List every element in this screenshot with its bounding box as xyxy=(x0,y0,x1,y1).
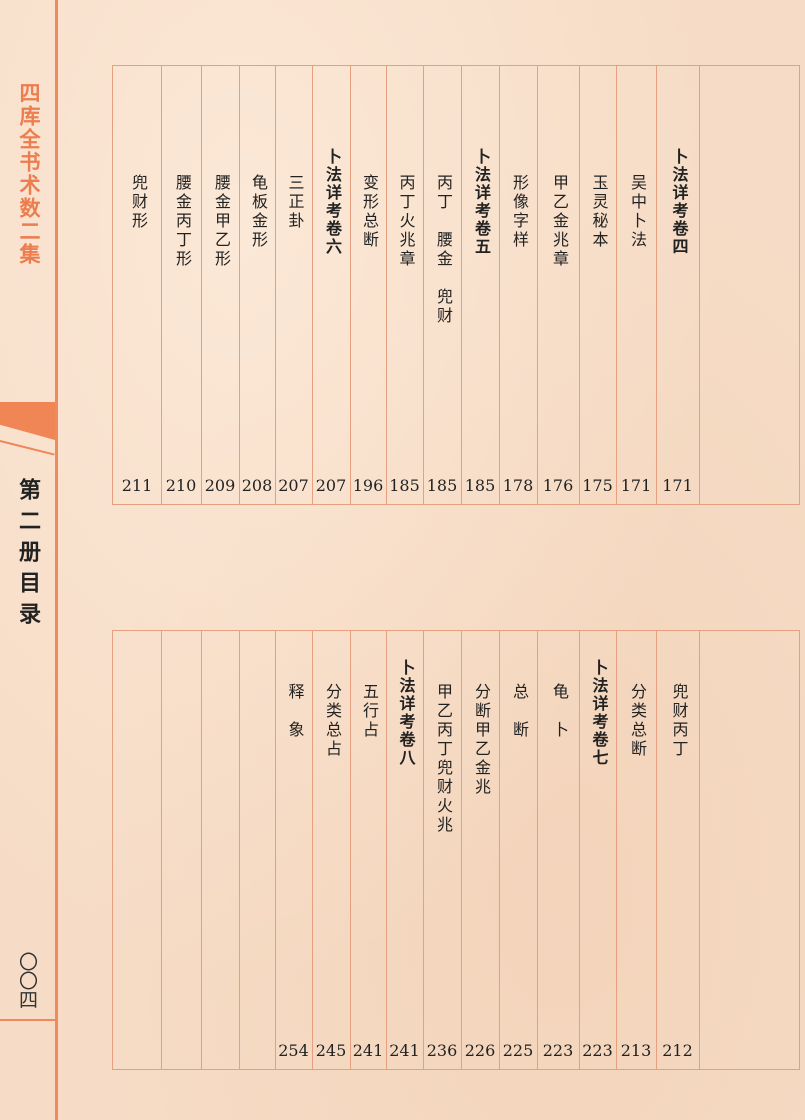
toc-entry[interactable]: 腰金甲乙形 xyxy=(212,174,231,269)
toc-page-number: 185 xyxy=(464,476,496,495)
toc-entry[interactable]: 甲乙金兆章 xyxy=(550,174,569,269)
toc-page-number: 175 xyxy=(582,476,613,495)
toc-page-number: 178 xyxy=(502,476,534,495)
column-rule xyxy=(201,631,202,1069)
toc-entry[interactable]: 五行占 xyxy=(360,683,379,740)
column-rule xyxy=(275,66,276,504)
toc-page-number: 241 xyxy=(389,1041,420,1060)
column-rule xyxy=(350,631,351,1069)
toc-entry[interactable]: 龟板金形 xyxy=(249,174,268,250)
toc-entry[interactable]: 分类总断 xyxy=(628,683,647,759)
toc-page-number: 236 xyxy=(426,1041,458,1060)
toc-page-number: 223 xyxy=(582,1041,613,1060)
column-rule xyxy=(656,631,657,1069)
toc-page-number: 207 xyxy=(315,476,347,495)
column-rule xyxy=(461,66,462,504)
toc-page-number: 171 xyxy=(620,476,652,495)
toc-entry[interactable]: 玉灵秘本 xyxy=(589,174,609,250)
column-rule xyxy=(350,66,351,504)
toc-page-number: 213 xyxy=(620,1041,652,1060)
column-rule xyxy=(239,66,240,504)
volume-title: 第二册目录 xyxy=(15,478,41,633)
toc-entry[interactable]: 甲乙丙丁兜财火兆 xyxy=(434,683,453,835)
column-rule xyxy=(201,66,202,504)
toc-entry[interactable]: 丙丁 腰金 兜财 xyxy=(434,174,453,326)
toc-page-number: 207 xyxy=(278,476,309,495)
toc-entry[interactable]: 龟 卜 xyxy=(550,683,569,740)
column-rule xyxy=(423,66,424,504)
toc-entry[interactable]: 分断甲乙金兆 xyxy=(472,683,491,797)
toc-entry[interactable]: 三正卦 xyxy=(285,174,305,231)
toc-page-number: 176 xyxy=(542,476,574,495)
toc-section-heading[interactable]: 卜法详考卷四 xyxy=(669,148,689,256)
toc-table-bottom: 兜财丙丁 212 分类总断 213 卜法详考卷七 223 龟 卜 223 总 断 225 分断甲乙金… xyxy=(112,630,800,1070)
column-rule xyxy=(386,66,387,504)
toc-entry[interactable]: 吴中卜法 xyxy=(628,174,647,250)
page-number-rule xyxy=(0,1019,55,1021)
toc-entry[interactable]: 变形总断 xyxy=(360,174,379,250)
column-rule xyxy=(656,66,657,504)
column-rule xyxy=(161,631,162,1069)
series-title: 四库全书术数二集 xyxy=(17,82,42,266)
toc-section-heading[interactable]: 卜法详考卷五 xyxy=(472,148,491,256)
column-rule xyxy=(499,66,500,504)
toc-entry[interactable]: 腰金丙丁形 xyxy=(173,174,192,269)
column-rule xyxy=(616,631,617,1069)
toc-page-number: 212 xyxy=(662,1041,693,1060)
toc-page-number: 208 xyxy=(241,476,273,495)
toc-entry[interactable]: 释 象 xyxy=(285,683,305,740)
column-rule xyxy=(275,631,276,1069)
toc-entry[interactable]: 分类总占 xyxy=(323,683,342,759)
toc-page-number: 185 xyxy=(426,476,458,495)
toc-page-number: 185 xyxy=(389,476,420,495)
toc-page-number: 171 xyxy=(662,476,693,495)
toc-section-heading[interactable]: 卜法详考卷六 xyxy=(323,148,342,256)
sidebar-band xyxy=(0,402,55,440)
column-rule xyxy=(161,66,162,504)
column-rule xyxy=(461,631,462,1069)
column-rule xyxy=(499,631,500,1069)
column-rule xyxy=(616,66,617,504)
toc-page-number: 254 xyxy=(278,1041,309,1060)
toc-page-number: 245 xyxy=(315,1041,347,1060)
toc-entry[interactable]: 兜财丙丁 xyxy=(669,683,689,759)
column-rule xyxy=(386,631,387,1069)
toc-page-number: 241 xyxy=(352,1041,384,1060)
toc-page-number: 209 xyxy=(204,476,236,495)
toc-entry[interactable]: 兜财形 xyxy=(129,174,148,231)
toc-entry[interactable]: 总 断 xyxy=(510,683,529,740)
column-rule xyxy=(312,631,313,1069)
column-rule xyxy=(579,631,580,1069)
column-rule xyxy=(537,66,538,504)
toc-page-number: 225 xyxy=(502,1041,534,1060)
toc-page-number: 210 xyxy=(165,476,197,495)
toc-page-number: 196 xyxy=(352,476,384,495)
toc-page-number: 223 xyxy=(542,1041,574,1060)
sidebar-band-line xyxy=(0,440,55,456)
toc-table-top: 卜法详考卷四 171 吴中卜法 171 玉灵秘本 175 甲乙金兆章 176 形像字样 178 卜法… xyxy=(112,65,800,505)
column-rule xyxy=(537,631,538,1069)
sidebar-rule xyxy=(55,0,58,1120)
column-rule xyxy=(423,631,424,1069)
column-rule xyxy=(239,631,240,1069)
toc-section-heading[interactable]: 卜法详考卷八 xyxy=(396,659,416,767)
toc-page-number: 226 xyxy=(464,1041,496,1060)
column-rule xyxy=(579,66,580,504)
toc-entry[interactable]: 丙丁火兆章 xyxy=(396,174,416,269)
column-rule xyxy=(312,66,313,504)
toc-section-heading[interactable]: 卜法详考卷七 xyxy=(589,659,609,767)
toc-entry[interactable]: 形像字样 xyxy=(510,174,529,250)
toc-page-number: 211 xyxy=(121,476,153,495)
page-number: 〇〇四 xyxy=(16,952,38,1009)
column-rule xyxy=(699,66,700,504)
column-rule xyxy=(699,631,700,1069)
